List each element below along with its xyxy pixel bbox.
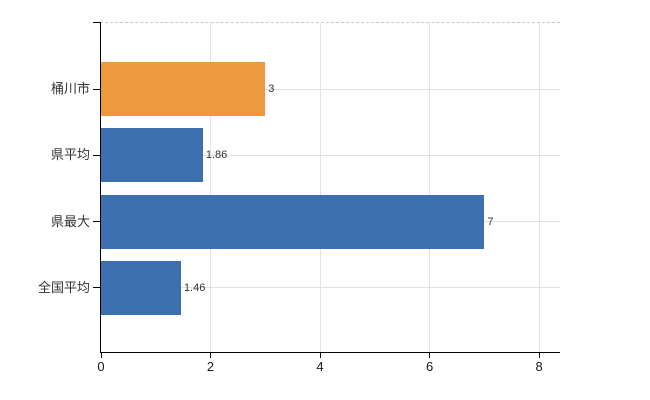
bar-value-label: 1.46: [183, 281, 206, 294]
bar: [101, 194, 485, 249]
bar: [101, 128, 203, 183]
category-label: 県平均: [50, 147, 90, 163]
x-tick-label: 0: [97, 359, 105, 374]
x-axis-tick: [100, 353, 102, 358]
y-axis-end-tick: [93, 22, 101, 23]
x-axis-tick: [319, 353, 321, 358]
x-tick-label: 6: [425, 359, 434, 374]
h-gridline: [101, 287, 560, 289]
category-label: 全国平均: [37, 279, 90, 295]
category-label: 県最大: [50, 213, 90, 229]
h-gridline: [101, 88, 560, 90]
v-gridline: [538, 23, 540, 352]
y-axis-tick: [93, 88, 101, 90]
x-tick-label: 2: [206, 359, 215, 374]
x-axis-tick: [210, 353, 212, 358]
v-gridline: [319, 23, 321, 352]
x-axis-tick: [538, 353, 540, 358]
bar-value-label: 1.86: [205, 149, 228, 162]
v-gridline: [210, 23, 212, 352]
bar: [101, 62, 266, 117]
category-label: 桶川市: [50, 81, 90, 97]
x-axis-tick: [429, 353, 431, 358]
bar: [101, 260, 181, 315]
x-tick-label: 8: [535, 359, 543, 374]
y-axis-tick: [93, 221, 101, 223]
bar-value-label: 3: [268, 83, 275, 96]
v-gridline: [429, 23, 431, 352]
plot-area: 0 2 4 6 8 桶川市 3 県平均 1.86 県最大 7 全国平均 1.46: [38, 22, 560, 374]
y-axis-tick: [93, 287, 101, 289]
x-tick-label: 4: [316, 359, 324, 374]
h-gridline: [101, 154, 560, 156]
bar-value-label: 7: [487, 215, 494, 228]
y-axis-tick: [93, 154, 101, 156]
